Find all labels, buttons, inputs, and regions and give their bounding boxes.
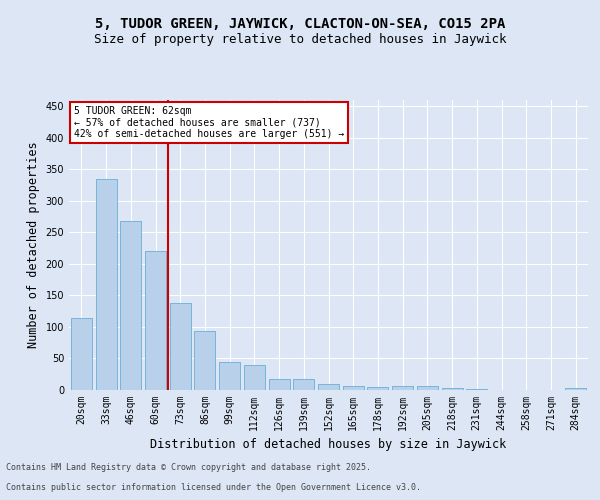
Bar xyxy=(343,386,364,390)
Bar xyxy=(318,384,339,390)
Bar xyxy=(170,303,191,390)
Text: Size of property relative to detached houses in Jaywick: Size of property relative to detached ho… xyxy=(94,32,506,46)
Bar xyxy=(293,380,314,390)
Bar xyxy=(269,380,290,390)
Bar xyxy=(194,330,215,390)
Bar xyxy=(244,365,265,390)
Bar xyxy=(367,387,388,390)
Bar xyxy=(417,386,438,390)
Text: Contains public sector information licensed under the Open Government Licence v3: Contains public sector information licen… xyxy=(6,484,421,492)
Y-axis label: Number of detached properties: Number of detached properties xyxy=(27,142,40,348)
Bar xyxy=(120,221,141,390)
Bar xyxy=(219,362,240,390)
Text: 5, TUDOR GREEN, JAYWICK, CLACTON-ON-SEA, CO15 2PA: 5, TUDOR GREEN, JAYWICK, CLACTON-ON-SEA,… xyxy=(95,18,505,32)
Text: Contains HM Land Registry data © Crown copyright and database right 2025.: Contains HM Land Registry data © Crown c… xyxy=(6,464,371,472)
Bar xyxy=(71,318,92,390)
Bar xyxy=(565,388,586,390)
Bar xyxy=(392,386,413,390)
Text: 5 TUDOR GREEN: 62sqm
← 57% of detached houses are smaller (737)
42% of semi-deta: 5 TUDOR GREEN: 62sqm ← 57% of detached h… xyxy=(74,106,344,139)
Bar xyxy=(145,252,166,390)
Bar xyxy=(442,388,463,390)
Bar xyxy=(95,179,116,390)
X-axis label: Distribution of detached houses by size in Jaywick: Distribution of detached houses by size … xyxy=(151,438,506,452)
